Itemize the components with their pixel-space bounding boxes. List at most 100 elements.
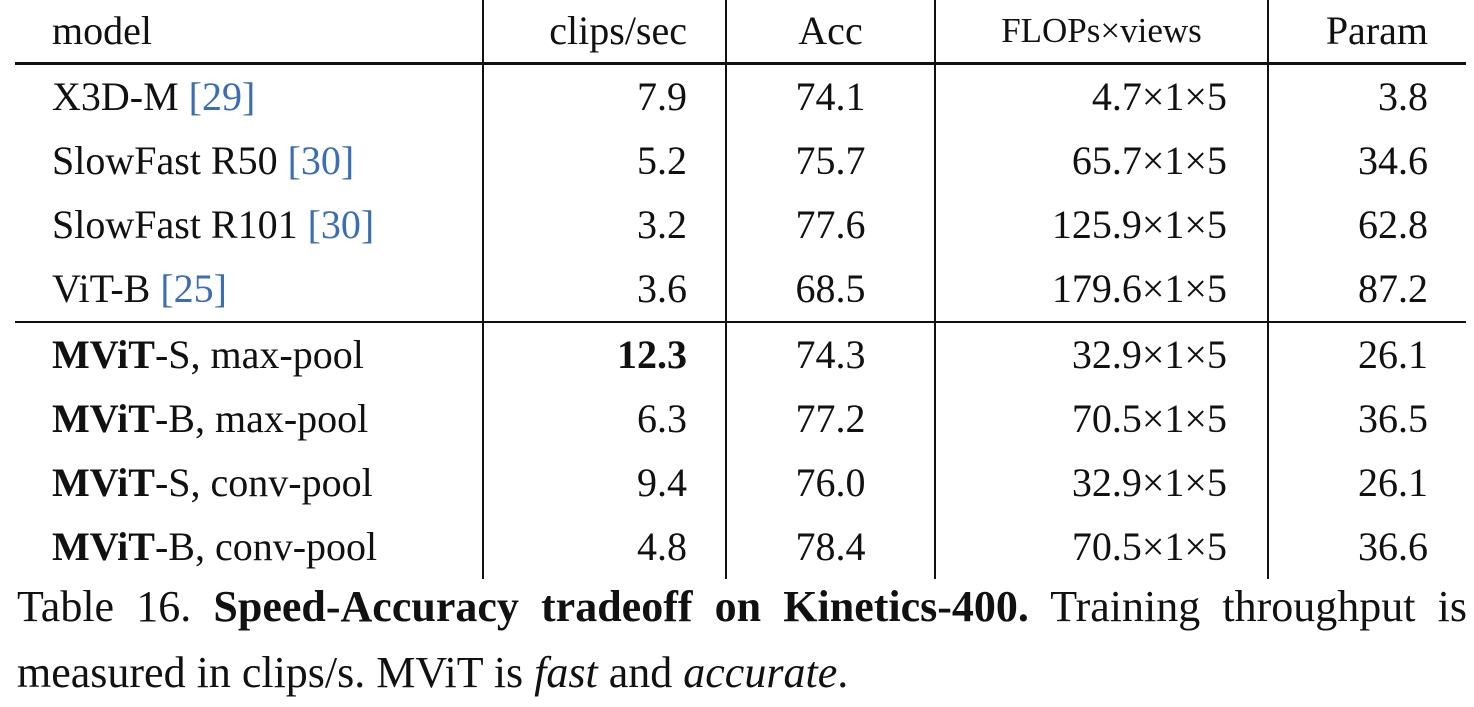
value-cell: 77.6 bbox=[725, 193, 935, 257]
cell-text: 125.9×1×5 bbox=[1051, 202, 1227, 247]
model-cell: ViT-B [25] bbox=[15, 257, 483, 322]
cell-text: 32.9×1×5 bbox=[1071, 460, 1227, 505]
results-table: model clips/sec Acc FLOPs×views Param X3D-M[… bbox=[15, 0, 1466, 579]
table-row: MViT-S, conv-pool 9.4 76.0 32.9×1×5 26.1 bbox=[15, 451, 1466, 515]
value-cell: 70.5×1×5 bbox=[934, 387, 1268, 451]
value-cell: 74.1 bbox=[725, 62, 935, 129]
model-cell: MViT-B, conv-pool bbox=[15, 515, 483, 579]
cell-text: 77.6 bbox=[795, 202, 866, 247]
table-row: MViT-B, max-pool 6.3 77.2 70.5×1×5 36.5 bbox=[15, 387, 1466, 451]
value-cell: 6.3 bbox=[482, 387, 726, 451]
value-cell: 75.7 bbox=[725, 129, 935, 193]
cell-text: 3.6 bbox=[637, 266, 687, 311]
column-header: Acc bbox=[725, 0, 935, 64]
value-cell: 87.2 bbox=[1267, 257, 1466, 322]
caption-text: . bbox=[837, 648, 849, 697]
value-cell: 68.5 bbox=[725, 257, 935, 322]
model-bold: MViT bbox=[52, 460, 155, 505]
table-row: MViT-B, conv-pool 4.8 78.4 70.5×1×5 36.6 bbox=[15, 515, 1466, 579]
value-cell: 3.6 bbox=[482, 257, 726, 322]
cell-text: 4.8 bbox=[637, 524, 687, 569]
model-cell: X3D-M [29] bbox=[15, 62, 483, 129]
value-cell: 36.5 bbox=[1267, 387, 1466, 451]
cell-text: 3.2 bbox=[637, 202, 687, 247]
cell-text: 5.2 bbox=[637, 138, 687, 183]
cell-text: 70.5×1×5 bbox=[1071, 396, 1227, 441]
value-cell: 77.2 bbox=[725, 387, 935, 451]
caption-text: accurate bbox=[683, 648, 838, 697]
cell-text: 77.2 bbox=[795, 396, 866, 441]
citation: [30] bbox=[307, 202, 375, 247]
cell-text: 78.4 bbox=[795, 524, 866, 569]
cell-text: 65.7×1×5 bbox=[1071, 138, 1227, 183]
value-cell: 74.3 bbox=[725, 321, 935, 387]
cell-text: 68.5 bbox=[795, 266, 866, 311]
table-row: SlowFast R50 [30] 5.2 75.7 65.7×1×5 34.6 bbox=[15, 129, 1466, 193]
caption-text: Speed-Accuracy tradeoff on Kinetics-400. bbox=[213, 582, 1029, 631]
cell-text: 3.8 bbox=[1378, 74, 1428, 119]
value-cell: 26.1 bbox=[1267, 321, 1466, 387]
cell-text: 34.6 bbox=[1358, 138, 1428, 183]
model-name: -S, max-pool bbox=[154, 332, 364, 377]
cell-text: 7.9 bbox=[637, 74, 687, 119]
table-row: X3D-M [29] 7.9 74.1 4.7×1×5 3.8 bbox=[15, 62, 1466, 129]
column-header: clips/sec bbox=[482, 0, 726, 64]
value-cell: 26.1 bbox=[1267, 451, 1466, 515]
cell-text: 74.1 bbox=[795, 74, 866, 119]
model-cell: MViT-S, max-pool bbox=[15, 321, 483, 387]
cell-text: 74.3 bbox=[795, 332, 866, 377]
model-name: ViT-B bbox=[52, 266, 151, 311]
model-bold: MViT bbox=[52, 396, 155, 441]
caption-text: fast bbox=[534, 648, 598, 697]
value-cell: 7.9 bbox=[482, 62, 726, 129]
cell-text: 9.4 bbox=[637, 460, 687, 505]
caption-text: Table 16. bbox=[17, 582, 214, 631]
cell-text: 32.9×1×5 bbox=[1071, 332, 1227, 377]
model-bold: MViT bbox=[52, 332, 155, 377]
cell-text: 12.3 bbox=[617, 332, 687, 377]
model-name: X3D-M bbox=[52, 74, 179, 119]
cell-text: 6.3 bbox=[637, 396, 687, 441]
model-cell: MViT-S, conv-pool bbox=[15, 451, 483, 515]
column-header: FLOPs×views bbox=[934, 0, 1268, 64]
column-header: model bbox=[52, 8, 152, 53]
value-cell: 32.9×1×5 bbox=[934, 451, 1268, 515]
cell-text: 87.2 bbox=[1358, 266, 1428, 311]
value-cell: 179.6×1×5 bbox=[934, 257, 1268, 322]
caption: Table 16. Speed-Accuracy tradeoff on Kin… bbox=[17, 574, 1467, 706]
table-row: MViT-S, max-pool 12.3 74.3 32.9×1×5 26.1 bbox=[15, 321, 1466, 387]
value-cell: 125.9×1×5 bbox=[934, 193, 1268, 257]
value-cell: 76.0 bbox=[725, 451, 935, 515]
value-cell: 36.6 bbox=[1267, 515, 1466, 579]
caption-text: Training throughput is measured in clips… bbox=[17, 582, 1467, 697]
value-cell: 3.2 bbox=[482, 193, 726, 257]
cell-text: 62.8 bbox=[1358, 202, 1428, 247]
cell-text: 75.7 bbox=[795, 138, 866, 183]
model-bold: MViT bbox=[52, 524, 155, 569]
model-cell: SlowFast R101 [30] bbox=[15, 193, 483, 257]
value-cell: 4.7×1×5 bbox=[934, 62, 1268, 129]
value-cell: 3.8 bbox=[1267, 62, 1466, 129]
value-cell: 4.8 bbox=[482, 515, 726, 579]
model-cell: MViT-B, max-pool bbox=[15, 387, 483, 451]
column-header: Param bbox=[1267, 0, 1466, 64]
model-name: SlowFast R50 bbox=[52, 138, 278, 183]
cell-text: 26.1 bbox=[1358, 460, 1428, 505]
table-row: SlowFast R101 [30] 3.2 77.6 125.9×1×5 62.8 bbox=[15, 193, 1466, 257]
model-name: -B, max-pool bbox=[154, 396, 369, 441]
value-cell: 9.4 bbox=[482, 451, 726, 515]
citation: [25] bbox=[160, 266, 227, 311]
citation: [30] bbox=[287, 138, 355, 183]
model-name: -B, conv-pool bbox=[154, 524, 378, 569]
value-cell: 32.9×1×5 bbox=[934, 321, 1268, 387]
cell-text: 179.6×1×5 bbox=[1051, 266, 1227, 311]
cell-text: 70.5×1×5 bbox=[1071, 524, 1227, 569]
cell-text: 76.0 bbox=[795, 460, 866, 505]
caption-text: and bbox=[597, 648, 684, 697]
model-name: SlowFast R101 bbox=[52, 202, 298, 247]
value-cell: 12.3 bbox=[482, 321, 726, 387]
model-cell: SlowFast R50 [30] bbox=[15, 129, 483, 193]
value-cell: 62.8 bbox=[1267, 193, 1466, 257]
citation: [29] bbox=[188, 74, 256, 119]
